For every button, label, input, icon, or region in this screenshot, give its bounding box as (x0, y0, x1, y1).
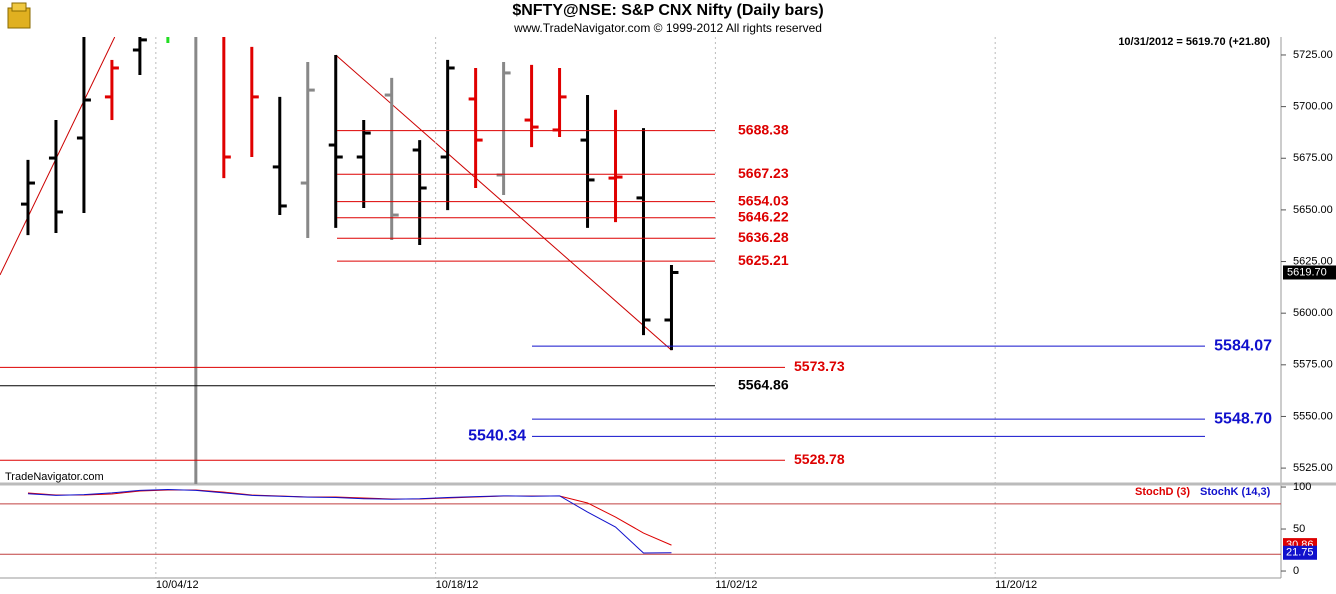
logo (7, 2, 31, 29)
legend-entry: StochK (14,3) (1200, 486, 1271, 498)
y-tick-label: 5600.00 (1293, 307, 1333, 319)
last-price-box (1283, 265, 1336, 280)
x-tick-label: 10/04/12 (156, 579, 199, 591)
y-tick-label: 5700.00 (1293, 101, 1333, 113)
stoch-line (27, 489, 672, 546)
y2-tick-label: 50 (1293, 523, 1305, 535)
legend-entry: StochD (3) (1135, 486, 1190, 498)
level-label: 5688.38 (738, 121, 789, 137)
y-tick-label: 5625.00 (1293, 255, 1333, 267)
quote: 10/31/2012 = 5619.70 (+21.80) (1118, 36, 1270, 48)
level-label: 5548.70 (1214, 410, 1272, 427)
x-tick-label: 10/18/12 (436, 579, 479, 591)
y-tick-label: 5525.00 (1293, 462, 1333, 474)
level-label: 5573.73 (794, 358, 845, 374)
chart-title: $NFTY@NSE: S&P CNX Nifty (Daily bars) (512, 2, 823, 19)
x-tick-label: 11/02/12 (715, 579, 757, 591)
chart-subtitle: www.TradeNavigator.com © 1999-2012 All r… (513, 21, 822, 35)
y-tick-label: 5725.00 (1293, 49, 1333, 61)
level-label: 5646.22 (738, 208, 789, 224)
level-label: 5636.28 (738, 229, 789, 245)
y-tick-label: 5575.00 (1293, 359, 1333, 371)
level-label: 5528.78 (794, 451, 845, 467)
y-tick-label: 5650.00 (1293, 204, 1333, 216)
stoch-line (27, 489, 672, 554)
level-label: 5667.23 (738, 165, 789, 181)
price-panel (0, 37, 679, 484)
y-tick-label: 5550.00 (1293, 410, 1333, 422)
level-label: 5564.86 (738, 376, 789, 392)
level-label: 5540.34 (468, 428, 526, 445)
level-label: 5654.03 (738, 192, 789, 208)
last-value-label: 21.75 (1286, 547, 1314, 559)
last-price-label: 5619.70 (1287, 266, 1327, 278)
x-tick-label: 11/20/12 (995, 579, 1037, 591)
y2-tick-label: 100 (1293, 481, 1311, 493)
watermark: TradeNavigator.com (5, 471, 104, 483)
y2-tick-label: 0 (1293, 565, 1299, 577)
y-tick-label: 5675.00 (1293, 152, 1333, 164)
level-label: 5625.21 (738, 252, 789, 268)
last-value-box (1283, 545, 1317, 560)
level-label: 5584.07 (1214, 337, 1272, 354)
